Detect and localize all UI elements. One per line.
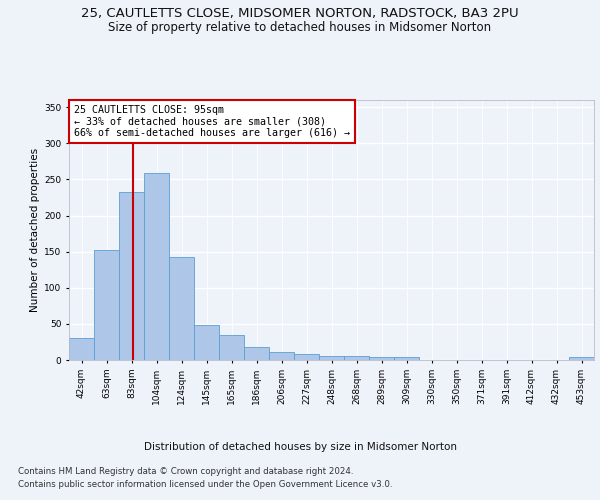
Bar xyxy=(294,354,319,360)
Bar xyxy=(319,356,344,360)
Bar xyxy=(244,347,269,360)
Text: Size of property relative to detached houses in Midsomer Norton: Size of property relative to detached ho… xyxy=(109,21,491,34)
Text: Contains HM Land Registry data © Crown copyright and database right 2024.: Contains HM Land Registry data © Crown c… xyxy=(18,468,353,476)
Bar xyxy=(394,357,419,360)
Bar xyxy=(144,173,169,360)
Bar xyxy=(369,357,394,360)
Text: Distribution of detached houses by size in Midsomer Norton: Distribution of detached houses by size … xyxy=(143,442,457,452)
Bar xyxy=(194,326,219,360)
Bar xyxy=(344,356,369,360)
Bar xyxy=(269,352,294,360)
Y-axis label: Number of detached properties: Number of detached properties xyxy=(30,148,40,312)
Bar xyxy=(94,250,119,360)
Bar xyxy=(169,256,194,360)
Bar xyxy=(69,338,94,360)
Bar xyxy=(569,357,594,360)
Text: Contains public sector information licensed under the Open Government Licence v3: Contains public sector information licen… xyxy=(18,480,392,489)
Bar xyxy=(119,192,144,360)
Text: 25 CAUTLETTS CLOSE: 95sqm
← 33% of detached houses are smaller (308)
66% of semi: 25 CAUTLETTS CLOSE: 95sqm ← 33% of detac… xyxy=(74,105,350,138)
Bar xyxy=(219,334,244,360)
Text: 25, CAUTLETTS CLOSE, MIDSOMER NORTON, RADSTOCK, BA3 2PU: 25, CAUTLETTS CLOSE, MIDSOMER NORTON, RA… xyxy=(81,8,519,20)
